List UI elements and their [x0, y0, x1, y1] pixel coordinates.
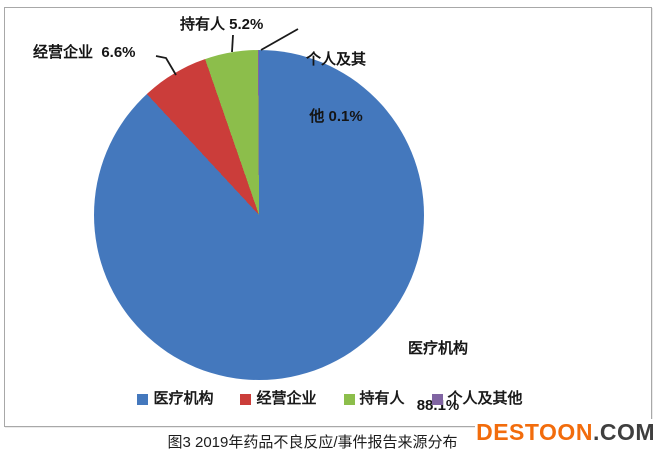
legend-label-medical: 医疗机构	[153, 390, 214, 407]
watermark: DESTOON.COM	[475, 419, 656, 446]
legend-label-individual: 个人及其他	[447, 390, 523, 407]
watermark-brand: DESTOON	[476, 419, 593, 445]
legend-marker-individual	[431, 393, 443, 405]
legend-marker-medical	[137, 393, 149, 405]
callout-label-medical-line1: 医疗机构	[407, 340, 468, 357]
callout-label-medical: 医疗机构 88.1%	[398, 301, 478, 453]
legend-item-holder: 持有人	[343, 390, 405, 407]
legend-label-holder: 持有人	[359, 390, 405, 407]
callout-label-holder: 持有人 5.2%	[180, 16, 264, 33]
legend-item-individual: 个人及其他	[431, 390, 523, 407]
legend-marker-business	[240, 393, 252, 405]
legend-label-business: 经营企业	[256, 390, 317, 407]
legend-item-business: 经营企业	[240, 390, 317, 407]
callout-label-individual-line1: 个人及其	[305, 51, 366, 68]
callout-label-business: 经营企业 6.6%	[33, 44, 136, 61]
watermark-suffix: .COM	[592, 419, 655, 445]
legend-marker-holder	[343, 393, 355, 405]
callout-label-medical-line2: 88.1%	[416, 397, 460, 414]
pie-graphic	[94, 50, 424, 380]
figure-caption: 图3 2019年药品不良反应/事件报告来源分布	[167, 434, 458, 451]
callout-label-individual-line2: 他 0.1%	[309, 108, 363, 125]
callout-label-individual: 个人及其 他 0.1%	[298, 12, 374, 164]
legend-item-medical: 医疗机构	[137, 391, 213, 407]
chart-legend: 医疗机构 经营企业 持有人 个人及其他	[0, 391, 660, 407]
